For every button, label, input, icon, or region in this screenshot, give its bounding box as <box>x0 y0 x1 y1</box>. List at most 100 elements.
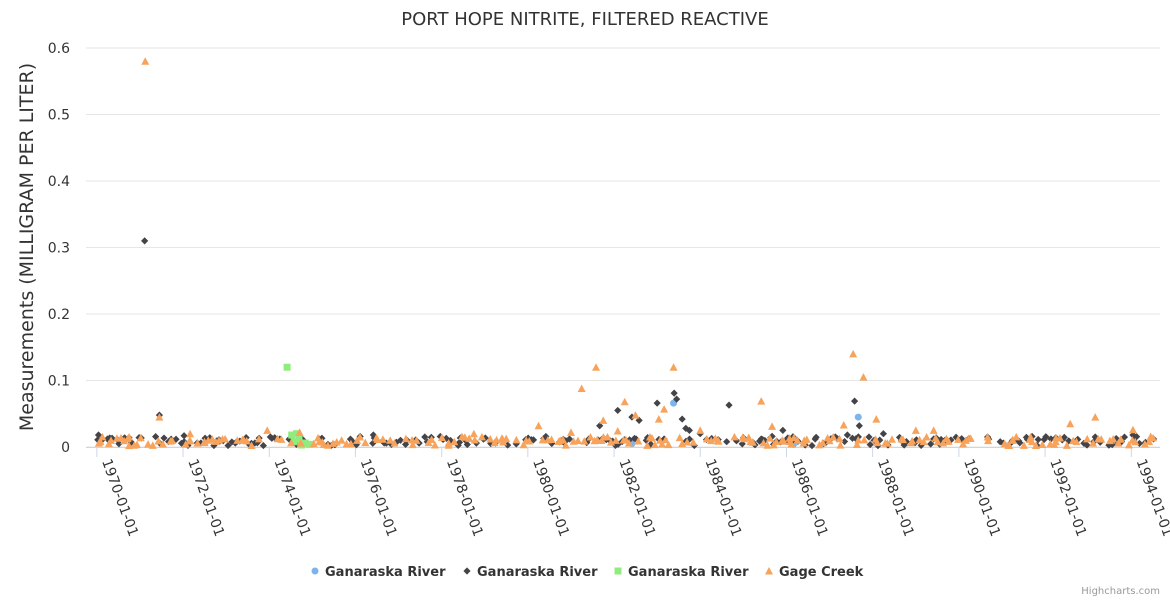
data-point <box>186 436 195 445</box>
data-point <box>1005 441 1014 450</box>
data-point <box>580 437 589 445</box>
data-point <box>1083 434 1092 443</box>
data-point <box>378 435 387 443</box>
data-point <box>654 415 663 423</box>
y-tick-label: 0 <box>61 440 70 456</box>
legend-symbol <box>463 567 471 575</box>
data-point <box>1083 441 1091 449</box>
data-point <box>625 436 634 444</box>
data-point <box>839 421 848 429</box>
data-point <box>854 413 862 421</box>
data-point <box>136 433 145 442</box>
data-point <box>120 436 129 445</box>
data-point <box>634 436 643 445</box>
data-point <box>94 431 103 439</box>
data-point <box>186 429 195 438</box>
data-point <box>586 433 595 441</box>
data-point <box>430 440 439 449</box>
data-point <box>1116 435 1125 443</box>
data-point <box>653 399 661 407</box>
data-point <box>759 438 768 447</box>
y-tick-label: 0.5 <box>48 108 70 124</box>
data-point <box>682 424 690 432</box>
chart-title: PORT HOPE NITRITE, FILTERED REACTIVE <box>401 9 768 30</box>
data-point <box>611 436 620 444</box>
data-point <box>738 440 746 448</box>
data-point <box>787 440 796 448</box>
data-point <box>888 435 897 443</box>
data-point <box>678 415 686 423</box>
data-point <box>253 439 261 447</box>
data-point <box>214 436 223 444</box>
data-point <box>421 433 429 441</box>
data-point <box>314 433 323 442</box>
data-point <box>386 436 395 444</box>
y-tick-label: 0.3 <box>48 241 70 257</box>
data-point <box>829 433 838 441</box>
data-point <box>1019 441 1028 449</box>
data-point <box>911 426 920 434</box>
data-point <box>966 434 975 442</box>
data-point <box>660 405 669 413</box>
data-point <box>647 434 656 442</box>
data-point <box>132 440 141 449</box>
data-point <box>337 436 346 444</box>
data-point <box>512 440 520 448</box>
data-point <box>306 440 314 448</box>
data-point <box>287 438 296 447</box>
data-point <box>158 440 167 448</box>
legend-item-label: Ganaraska River <box>477 565 598 580</box>
data-point <box>277 435 286 443</box>
data-point <box>502 434 511 443</box>
data-point <box>200 438 209 447</box>
data-point <box>247 441 256 450</box>
data-point <box>547 435 556 444</box>
data-point <box>141 57 150 65</box>
data-point <box>835 434 844 443</box>
data-point <box>1089 439 1098 447</box>
data-point <box>469 429 478 438</box>
data-point <box>664 440 673 449</box>
data-point <box>577 384 586 392</box>
data-point <box>1097 435 1106 443</box>
data-point <box>123 434 132 443</box>
data-point <box>125 441 134 450</box>
data-point <box>873 438 882 447</box>
data-point <box>283 363 291 371</box>
data-point <box>929 426 938 434</box>
data-point <box>255 434 264 443</box>
data-point <box>1066 419 1075 428</box>
data-point <box>98 432 107 441</box>
data-point <box>620 397 629 406</box>
data-point <box>295 428 304 436</box>
data-point <box>1062 441 1071 449</box>
data-point <box>1065 437 1073 445</box>
data-point <box>725 401 733 409</box>
data-point <box>899 435 908 444</box>
data-point <box>180 432 188 440</box>
data-point <box>768 422 777 430</box>
data-point <box>1149 433 1158 442</box>
data-point <box>632 435 640 443</box>
data-point <box>263 426 272 434</box>
data-point <box>815 440 824 449</box>
data-point <box>919 437 928 446</box>
data-point <box>614 440 622 448</box>
data-point <box>529 436 538 444</box>
data-point <box>454 441 462 450</box>
data-point <box>812 433 820 441</box>
data-point <box>548 439 556 448</box>
data-point <box>1105 436 1114 445</box>
y-tick-label: 0.2 <box>48 307 70 323</box>
data-point <box>944 437 953 445</box>
data-point <box>723 438 731 446</box>
credits-link[interactable]: Highcharts.com <box>1081 586 1160 597</box>
data-point <box>519 440 528 449</box>
data-point <box>465 434 474 442</box>
data-point <box>850 397 859 405</box>
data-point <box>1050 440 1059 448</box>
data-point <box>872 415 881 423</box>
data-point <box>702 434 711 443</box>
data-point <box>650 440 659 449</box>
data-point <box>154 437 163 445</box>
